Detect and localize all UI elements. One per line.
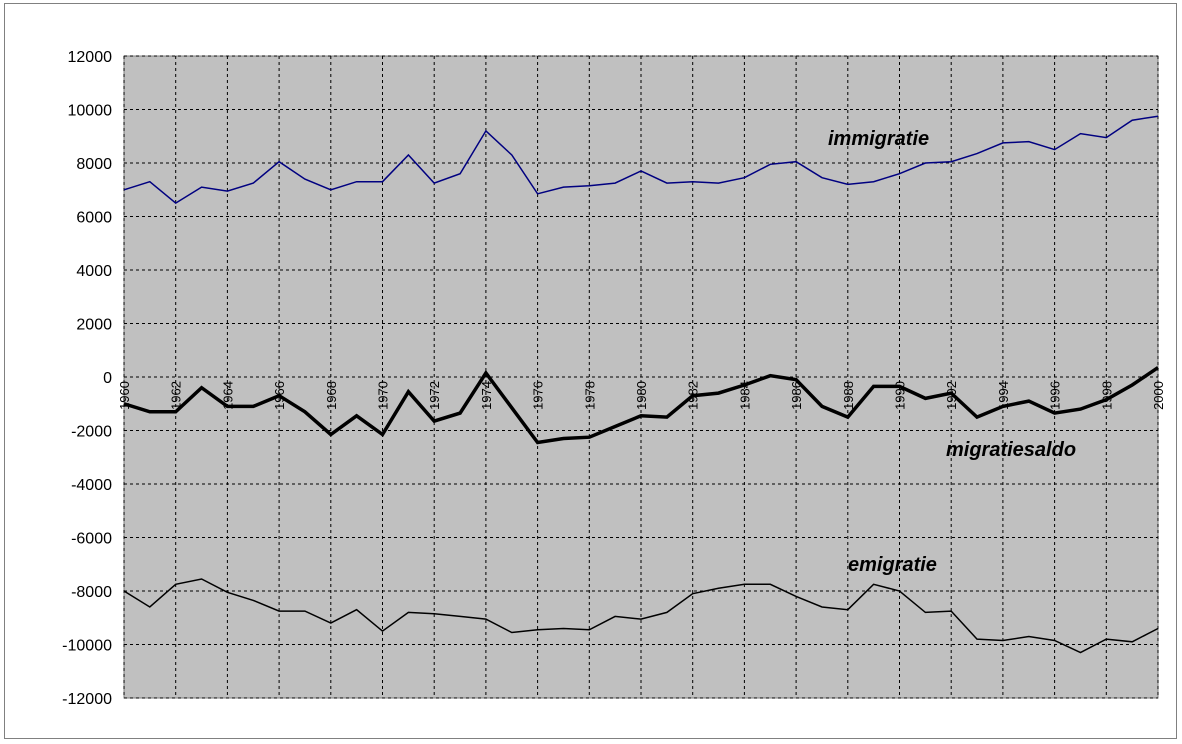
y-tick-label: 10000 — [68, 103, 113, 120]
y-tick-label: 8000 — [76, 156, 112, 173]
y-tick-label: 12000 — [68, 49, 113, 66]
series-group — [123, 115, 1159, 654]
x-tick-label: 1964 — [220, 381, 235, 410]
y-tick-label: -2000 — [71, 424, 112, 441]
x-tick-label: 1980 — [634, 381, 649, 410]
x-tick-label: 1976 — [531, 381, 546, 410]
x-tick-label: 1988 — [841, 381, 856, 410]
y-tick-label: -10000 — [62, 638, 112, 655]
y-tick-label: 0 — [103, 370, 112, 387]
y-axis-ticks: 12000 10000 8000 6000 4000 2000 0 -2000 -4000 -60… — [62, 49, 112, 708]
series-line-emigratie — [123, 578, 1159, 654]
x-tick-label: 1960 — [117, 381, 132, 410]
series-line-migratiesaldo — [123, 366, 1159, 445]
x-tick-label: 1968 — [324, 381, 339, 410]
y-tick-label: -8000 — [71, 584, 112, 601]
x-tick-label: 1996 — [1048, 381, 1063, 410]
y-tick-label: 4000 — [76, 263, 112, 280]
series-labels: immigratie migratiesaldo emigratie — [828, 128, 1076, 576]
series-label-migratiesaldo: migratiesaldo — [946, 439, 1076, 461]
x-tick-label: 1990 — [893, 381, 908, 410]
y-tick-label: 6000 — [76, 210, 112, 227]
x-tick-label: 2000 — [1151, 381, 1166, 410]
y-tick-label: -12000 — [62, 691, 112, 708]
x-axis-ticks: 1960 1962 1964 1966 1968 1970 1972 1974 1976 1978… — [117, 381, 1166, 410]
series-label-emigratie: emigratie — [848, 554, 937, 576]
series-label-immigratie: immigratie — [828, 128, 929, 150]
x-tick-label: 1978 — [582, 381, 597, 410]
x-tick-label: 1982 — [686, 381, 701, 410]
x-tick-label: 1966 — [272, 381, 287, 410]
y-tick-label: -6000 — [71, 531, 112, 548]
x-tick-label: 1972 — [427, 381, 442, 410]
x-tick-label: 1998 — [1099, 381, 1114, 410]
x-tick-label: 1992 — [944, 381, 959, 410]
x-tick-label: 1974 — [479, 381, 494, 410]
series-line-immigratie — [123, 115, 1159, 205]
y-tick-label: -4000 — [71, 477, 112, 494]
y-tick-label: 2000 — [76, 317, 112, 334]
x-tick-label: 1970 — [376, 381, 391, 410]
x-tick-label: 1994 — [996, 381, 1011, 410]
x-tick-label: 1984 — [737, 381, 752, 410]
gridlines — [123, 55, 1159, 699]
x-tick-label: 1986 — [789, 381, 804, 410]
x-tick-label: 1962 — [169, 381, 184, 410]
